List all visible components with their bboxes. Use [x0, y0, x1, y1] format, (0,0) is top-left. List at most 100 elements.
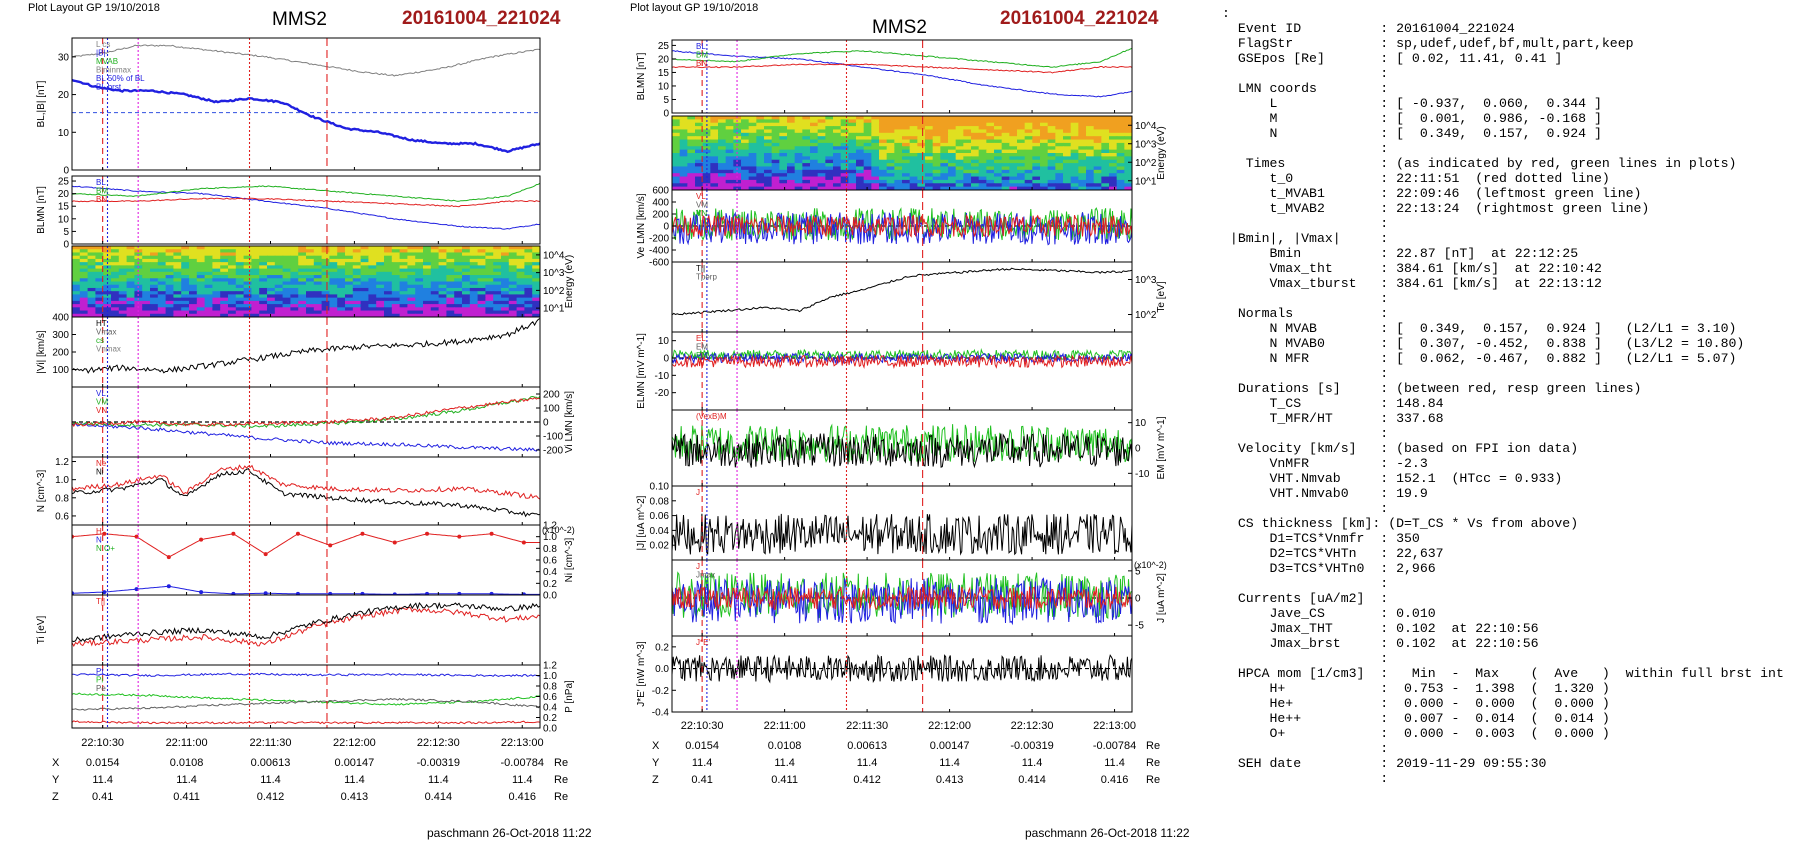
- heatmap-cell: [1124, 139, 1132, 144]
- heatmap-cell: [1040, 159, 1049, 164]
- heatmap-cell: [228, 265, 237, 270]
- heatmap-cell: [894, 136, 903, 141]
- plot-area: [672, 262, 1132, 332]
- heatmap-cell: [787, 156, 796, 161]
- heatmap-cell: [391, 255, 401, 260]
- heatmap-cell: [802, 169, 811, 174]
- heatmap-cell: [493, 265, 502, 270]
- heatmap-cell: [1086, 142, 1095, 147]
- heatmap-cell: [306, 284, 315, 289]
- y-tick-label: 0.2: [655, 642, 669, 653]
- heatmap-cell: [718, 179, 727, 184]
- heatmap-cell: [204, 268, 213, 273]
- heatmap-cell: [840, 166, 849, 171]
- noise-series: [672, 213, 1132, 238]
- heatmap-cell: [871, 142, 880, 147]
- heatmap-cell: [329, 281, 338, 286]
- heatmap-cell: [978, 136, 987, 141]
- heatmap-cell: [173, 313, 182, 317]
- heatmap-cell: [1086, 126, 1095, 131]
- heatmap-cell: [802, 119, 811, 124]
- heatmap-cell: [360, 300, 369, 305]
- heatmap-cell: [391, 307, 401, 312]
- heatmap-cell: [779, 169, 788, 174]
- heatmap-cell: [948, 142, 957, 147]
- heatmap-cell: [423, 268, 432, 273]
- legend-entry: MVAB: [96, 57, 118, 66]
- data-point: [102, 590, 107, 595]
- heatmap-cell: [423, 246, 432, 250]
- heatmap-cell: [787, 163, 796, 168]
- heatmap-cell: [274, 255, 284, 260]
- heatmap-cell: [454, 300, 463, 305]
- heatmap-cell: [485, 265, 494, 270]
- heatmap-cell: [932, 179, 941, 184]
- y-tick-label: 10^1: [543, 304, 565, 315]
- heatmap-cell: [925, 132, 934, 137]
- heatmap-cell: [446, 287, 455, 292]
- heatmap-cell: [282, 249, 291, 254]
- heatmap-cell: [963, 153, 972, 157]
- time-axis: 22:10:30 22:11:00 22:11:30 22:12:00 22:12:30…: [652, 720, 1160, 786]
- heatmap-cell: [111, 275, 120, 279]
- heatmap-cell: [963, 169, 972, 174]
- heatmap-cell: [986, 153, 995, 157]
- heatmap-cell: [274, 246, 284, 250]
- heatmap-cell: [748, 132, 757, 137]
- heatmap-cell: [802, 136, 811, 141]
- heatmap-cell: [825, 142, 834, 147]
- heatmap-cell: [810, 176, 819, 181]
- heatmap-cell: [430, 300, 440, 305]
- y-tick-label: 0.0: [655, 664, 669, 675]
- heatmap-cell: [679, 146, 688, 151]
- heatmap-cell: [493, 297, 502, 302]
- heatmap-cell: [423, 258, 432, 263]
- heatmap-cell: [810, 179, 819, 184]
- heatmap-cell: [501, 307, 510, 312]
- coord-axis-label: X: [652, 740, 660, 752]
- plot-area: [672, 40, 1132, 113]
- legend-entry: BL 50% of BL: [96, 74, 145, 83]
- heatmap-cell: [871, 146, 880, 151]
- heatmap-cell: [95, 255, 104, 260]
- heatmap-cell: [1009, 156, 1018, 161]
- heatmap-cell: [415, 262, 424, 266]
- heatmap-cell: [1063, 163, 1072, 168]
- heatmap-cell: [817, 132, 826, 137]
- summary-line: SEH date : 2019-11-29 09:55:30: [1222, 756, 1547, 771]
- heatmap-cell: [879, 136, 888, 141]
- heatmap-cell: [971, 139, 980, 144]
- heatmap-cell: [243, 265, 252, 270]
- heatmap-cell: [423, 307, 432, 312]
- heatmap-cell: [259, 304, 268, 308]
- summary-line: H+ : 0.753 - 1.398 ( 1.320 ): [1222, 681, 1610, 696]
- heatmap-cell: [741, 116, 750, 120]
- heatmap-cell: [376, 313, 385, 317]
- summary-line: T_CS : 148.84: [1222, 396, 1444, 411]
- coord-unit: Re: [1146, 740, 1160, 752]
- heatmap-cell: [485, 310, 494, 315]
- heatmap-cell: [508, 300, 518, 305]
- heatmap-cell: [1093, 173, 1102, 178]
- heatmap-cell: [204, 271, 213, 276]
- heatmap-cell: [1109, 166, 1118, 171]
- heatmap-cell: [1109, 122, 1118, 127]
- heatmap-cell: [72, 278, 81, 283]
- heatmap-cell: [508, 255, 518, 260]
- heatmap-cell: [391, 265, 401, 270]
- heatmap-cell: [72, 265, 81, 270]
- heatmap-cell: [748, 142, 757, 147]
- left-footer: paschmann 26-Oct-2018 11:22: [427, 826, 592, 840]
- y-tick-label: 0.02: [650, 541, 670, 552]
- heatmap-cell: [779, 153, 788, 157]
- heatmap-cell: [306, 268, 315, 273]
- heatmap-cell: [1078, 169, 1087, 174]
- heatmap-cell: [978, 186, 987, 190]
- heatmap-cell: [925, 179, 934, 184]
- heatmap-cell: [407, 281, 416, 286]
- heatmap-cell: [306, 294, 315, 299]
- heatmap-cell: [204, 252, 213, 257]
- heatmap-cell: [352, 268, 362, 273]
- heatmap-cell: [1124, 183, 1132, 188]
- heatmap-cell: [477, 271, 486, 276]
